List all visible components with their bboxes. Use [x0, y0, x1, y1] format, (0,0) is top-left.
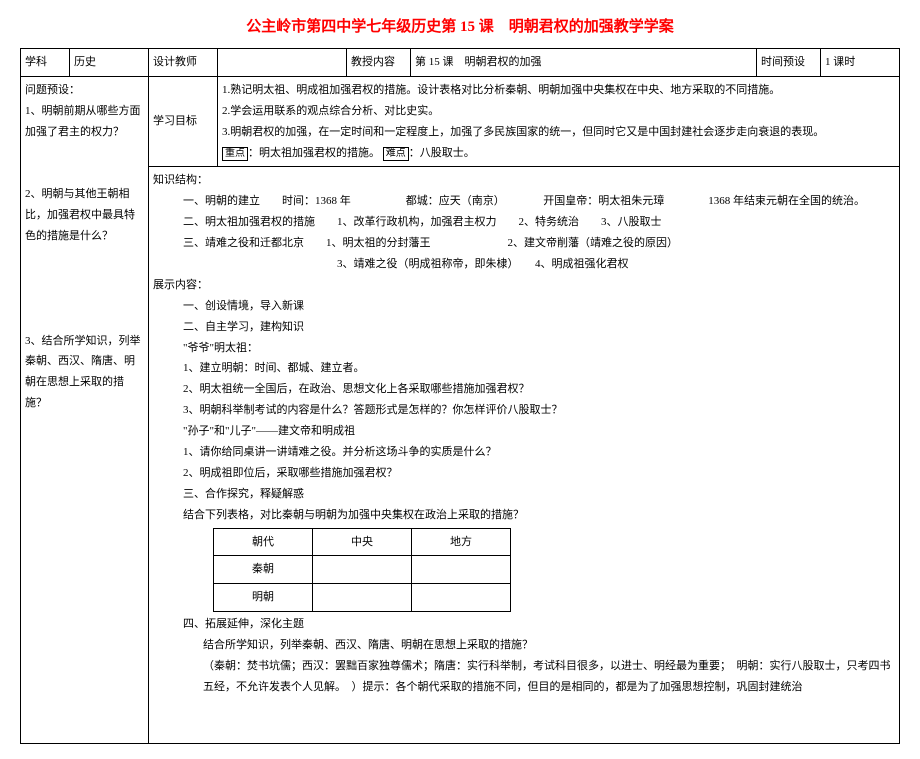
hdr-designer-label: 设计教师	[149, 49, 218, 77]
questions-cell: 问题预设： 1、明朝前期从哪些方面加强了君主的权力？ 2、明朝与其他王朝相比，加…	[21, 76, 149, 743]
page-title: 公主岭市第四中学七年级历史第 15 课 明朝君权的加强教学学案	[20, 15, 900, 36]
tbl-empty	[412, 584, 511, 612]
d-s1: 一、创设情境，导入新课	[153, 296, 895, 317]
goal-1: 1.熟记明太祖、明成祖加强君权的措施。设计表格对比分析秦朝、明朝加强中央集权在中…	[222, 80, 895, 101]
d-d3: 3、明朝科举制考试的内容是什么？答题形式是怎样的？你怎样评价八股取士？	[153, 400, 895, 421]
d-s3t: 结合下列表格，对比秦朝与明朝为加强中央集权在政治上采取的措施？	[153, 505, 895, 526]
tbl-empty	[313, 584, 412, 612]
q-header: 问题预设：	[25, 80, 144, 101]
comparison-table: 朝代 中央 地方 秦朝 明朝	[213, 528, 511, 613]
key-text: ：明太祖加强君权的措施。	[248, 147, 380, 159]
diff-label: 难点	[383, 147, 409, 161]
tbl-r1: 秦朝	[214, 556, 313, 584]
tbl-h1: 朝代	[214, 528, 313, 556]
k-l1: 一、明朝的建立 时间：1368 年 都城：应天（南京） 开国皇帝：明太祖朱元璋 …	[153, 191, 895, 212]
goal-2: 2.学会运用联系的观点综合分析、对比史实。	[222, 101, 895, 122]
d-tag2: "孙子"和"儿子"——建文帝和明成祖	[153, 421, 895, 442]
hdr-subject-val: 历史	[70, 49, 149, 77]
d-d5: 2、明成祖即位后，采取哪些措施加强君权？	[153, 463, 895, 484]
q3: 3、结合所学知识，列举秦朝、西汉、隋唐、明朝在思想上采取的措施？	[25, 331, 144, 415]
display-header: 展示内容：	[153, 275, 895, 296]
hdr-content-val: 第 15 课 明朝君权的加强	[411, 49, 757, 77]
key-label: 重点	[222, 147, 248, 161]
d-d1: 1、建立明朝：时间、都城、建立者。	[153, 358, 895, 379]
hdr-designer-val	[218, 49, 347, 77]
lesson-plan-table: 学科 历史 设计教师 教授内容 第 15 课 明朝君权的加强 时间预设 1 课时…	[20, 48, 900, 744]
k-l2: 二、明太祖加强君权的措施 1、改革行政机构，加强君主权力 2、特务统治 3、八股…	[153, 212, 895, 233]
ext-ans: （秦朝：焚书坑儒；西汉：罢黜百家独尊儒术；隋唐：实行科举制，考试科目很多，以进士…	[153, 656, 895, 698]
d-tag1: "爷爷"明太祖：	[153, 338, 895, 359]
goals-cell: 1.熟记明太祖、明成祖加强君权的措施。设计表格对比分析秦朝、明朝加强中央集权在中…	[218, 76, 900, 167]
q1: 1、明朝前期从哪些方面加强了君主的权力？	[25, 101, 144, 143]
tbl-empty	[412, 556, 511, 584]
hdr-time-label: 时间预设	[757, 49, 821, 77]
body-cell: 知识结构： 一、明朝的建立 时间：1368 年 都城：应天（南京） 开国皇帝：明…	[149, 167, 900, 743]
tbl-r2: 明朝	[214, 584, 313, 612]
diff-text: ：八股取士。	[409, 147, 475, 159]
d-s3: 三、合作探究，释疑解惑	[153, 484, 895, 505]
hdr-subject-label: 学科	[21, 49, 70, 77]
knowledge-header: 知识结构：	[153, 170, 895, 191]
ext-q: 结合所学知识，列举秦朝、西汉、隋唐、明朝在思想上采取的措施？	[153, 635, 895, 656]
d-d2: 2、明太祖统一全国后，在政治、思想文化上各采取哪些措施加强君权？	[153, 379, 895, 400]
hdr-time-val: 1 课时	[821, 49, 900, 77]
k-l3b: 3、靖难之役（明成祖称帝，即朱棣） 4、明成祖强化君权	[153, 254, 895, 275]
tbl-h3: 地方	[412, 528, 511, 556]
d-d4: 1、请你给同桌讲一讲靖难之役。并分析这场斗争的实质是什么？	[153, 442, 895, 463]
k-l3a: 三、靖难之役和迁都北京 1、明太祖的分封藩王 2、建文帝削藩（靖难之役的原因）	[153, 233, 895, 254]
ext-s4: 四、拓展延伸，深化主题	[153, 614, 895, 635]
d-s2: 二、自主学习，建构知识	[153, 317, 895, 338]
goal-3: 3.明朝君权的加强，在一定时间和一定程度上，加强了多民族国家的统一，但同时它又是…	[222, 122, 895, 143]
tbl-h2: 中央	[313, 528, 412, 556]
hdr-content-label: 教授内容	[347, 49, 411, 77]
goals-label: 学习目标	[149, 76, 218, 167]
q2: 2、明朝与其他王朝相比，加强君权中最具特色的措施是什么？	[25, 184, 144, 247]
tbl-empty	[313, 556, 412, 584]
